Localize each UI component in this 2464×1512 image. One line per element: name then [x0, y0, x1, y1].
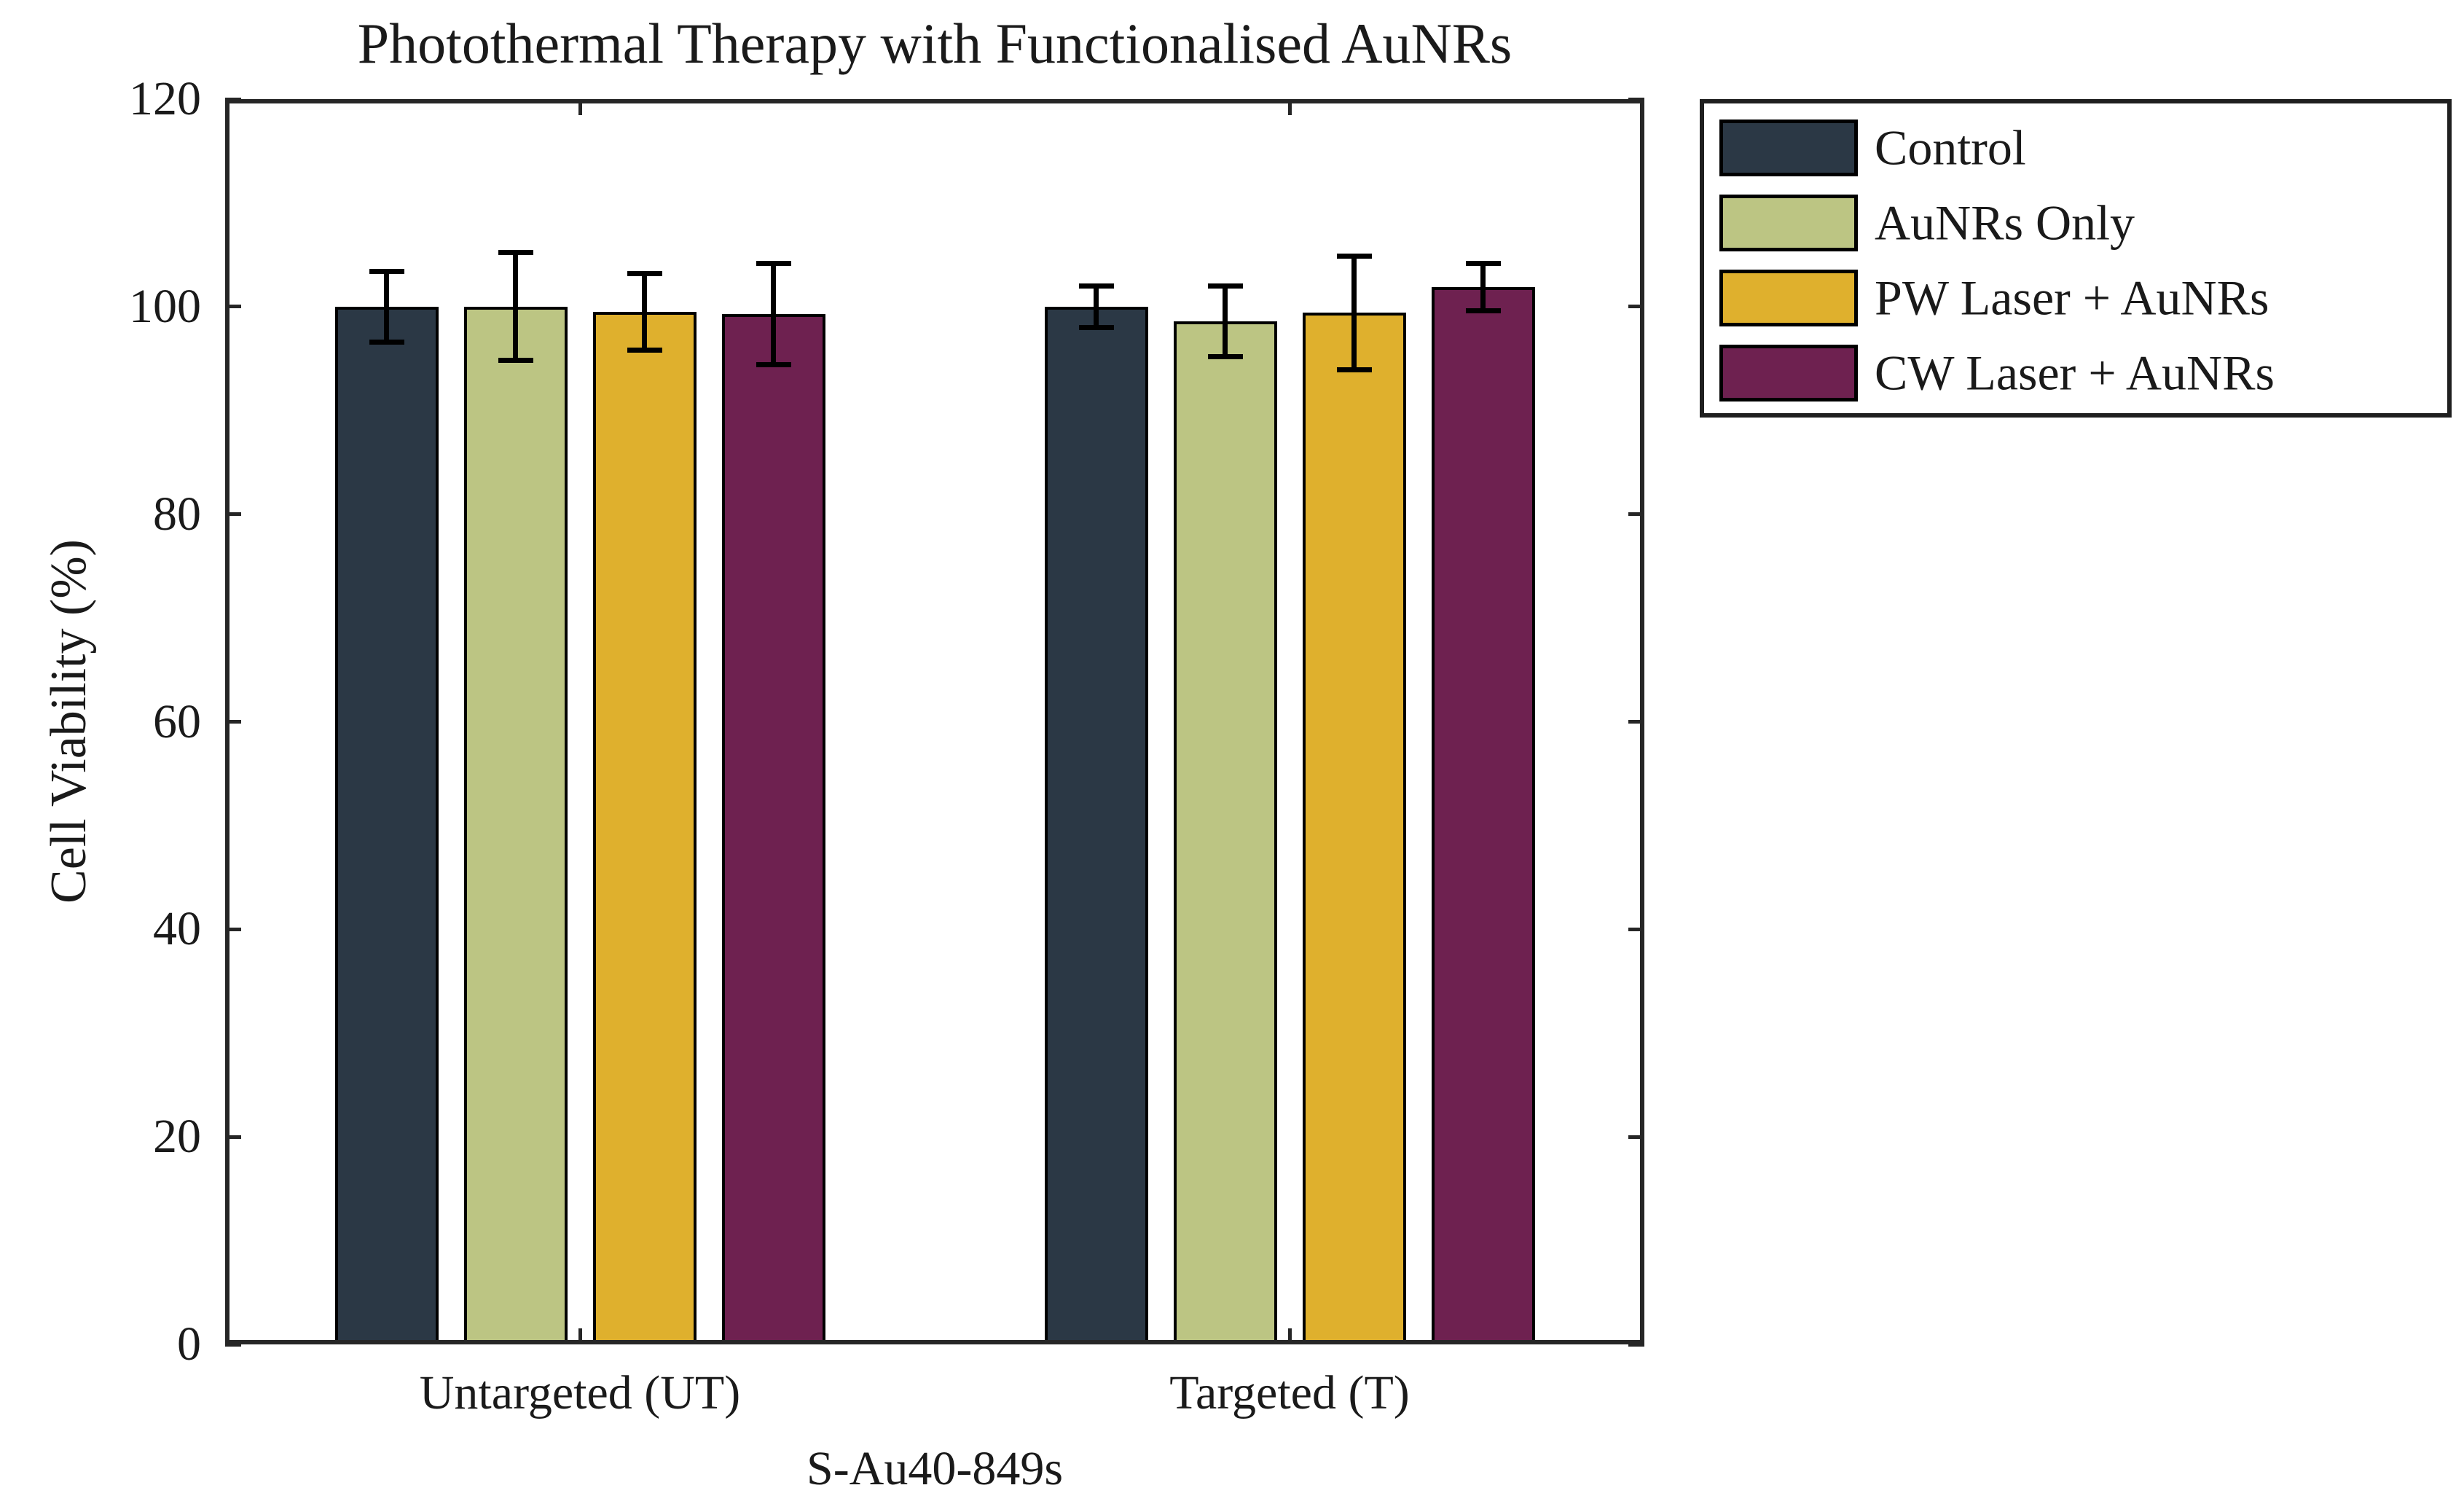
bar-control-group2: [1044, 306, 1148, 1344]
legend-label: CW Laser + AuNRs: [1875, 345, 2275, 401]
y-tick-mark: [1628, 720, 1644, 724]
bar-control-group1: [334, 306, 439, 1344]
plot-area: [225, 97, 1644, 1347]
error-bar-cap: [1336, 367, 1372, 373]
y-tick-mark: [225, 97, 241, 101]
error-bar-cap: [1465, 260, 1501, 266]
error-bar-line: [1223, 286, 1228, 357]
y-tick-mark: [225, 1342, 241, 1347]
legend-swatch-cw-laser: [1719, 345, 1858, 401]
chart-title: Photothermal Therapy with Functionalised…: [357, 12, 1512, 75]
error-bar-line: [384, 271, 389, 342]
y-tick-mark: [225, 512, 241, 517]
error-bar-line: [1351, 256, 1357, 370]
legend-label: Control: [1875, 120, 2026, 176]
x-axis-label: S-Au40-849s: [806, 1442, 1064, 1495]
y-tick-mark: [1628, 1342, 1644, 1347]
y-tick-mark: [225, 1135, 241, 1139]
y-tick-label: 60: [153, 694, 201, 748]
x-tick-mark: [578, 99, 582, 115]
x-tick-mark: [1287, 1328, 1292, 1344]
x-tick-label: Untargeted (UT): [419, 1366, 741, 1419]
y-tick-label: 120: [129, 72, 201, 125]
bar-pw-laser-aunrs-group1: [592, 311, 697, 1344]
error-bar-cap: [627, 348, 662, 353]
x-tick-label: Targeted (T): [1169, 1366, 1410, 1419]
legend-swatch-aunrs-only: [1719, 195, 1858, 251]
error-bar-cap: [498, 250, 533, 256]
error-bar-line: [513, 252, 518, 361]
y-tick-mark: [1628, 1135, 1644, 1139]
legend-label: PW Laser + AuNRs: [1875, 270, 2269, 326]
bar-pw-laser-aunrs-group2: [1302, 313, 1406, 1344]
bar-aunrs-only-group1: [463, 306, 568, 1344]
y-tick-mark: [1628, 512, 1644, 517]
error-bar-line: [642, 273, 647, 350]
y-tick-mark: [1628, 305, 1644, 309]
y-tick-mark: [1628, 927, 1644, 931]
error-bar-cap: [1336, 253, 1372, 259]
legend-swatch-control: [1719, 120, 1858, 176]
error-bar-cap: [369, 339, 404, 345]
bar-cw-laser-aunrs-group2: [1431, 286, 1535, 1344]
error-bar-line: [1480, 263, 1486, 311]
error-bar-cap: [1078, 283, 1114, 289]
legend: Control AuNRs Only PW Laser + AuNRs CW L…: [1700, 99, 2452, 418]
legend-swatch-pw-laser: [1719, 270, 1858, 326]
error-bar-cap: [627, 270, 662, 276]
error-bar-cap: [1078, 324, 1114, 330]
legend-label: AuNRs Only: [1875, 195, 2135, 251]
x-tick-mark: [578, 1328, 582, 1344]
bar-cw-laser-aunrs-group1: [721, 313, 825, 1344]
y-tick-mark: [1628, 97, 1644, 101]
error-bar-line: [1094, 286, 1099, 328]
error-bar-cap: [756, 260, 791, 266]
y-tick-mark: [225, 305, 241, 309]
y-tick-label: 80: [153, 487, 201, 541]
error-bar-cap: [1207, 283, 1243, 289]
y-tick-label: 100: [129, 279, 201, 333]
y-tick-mark: [225, 720, 241, 724]
y-tick-label: 20: [153, 1110, 201, 1164]
error-bar-cap: [1465, 308, 1501, 314]
error-bar-cap: [369, 268, 404, 274]
error-bar-cap: [1207, 353, 1243, 359]
error-bar-line: [771, 263, 776, 365]
y-tick-mark: [225, 927, 241, 931]
x-tick-mark: [1287, 99, 1292, 115]
error-bar-cap: [756, 362, 791, 368]
bar-aunrs-only-group2: [1173, 321, 1277, 1344]
y-tick-label: 0: [177, 1317, 201, 1371]
error-bar-cap: [498, 358, 533, 364]
y-tick-label: 40: [153, 902, 201, 956]
